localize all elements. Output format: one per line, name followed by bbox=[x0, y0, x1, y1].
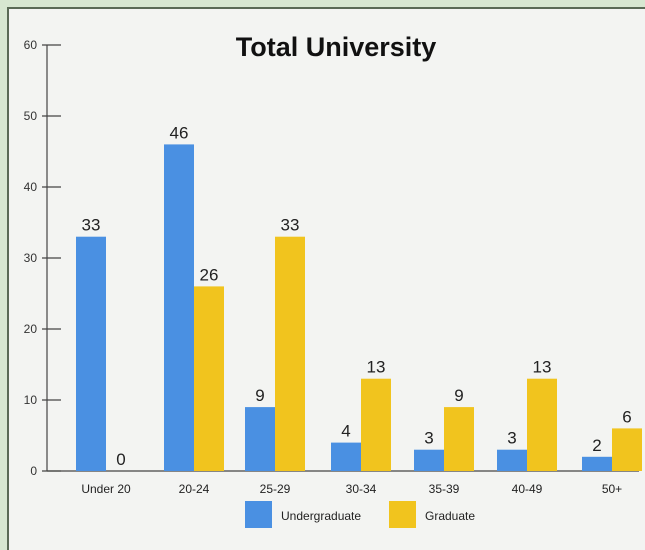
legend-label: Undergraduate bbox=[281, 509, 361, 523]
x-tick-label: Under 20 bbox=[81, 482, 131, 496]
x-tick-label: 50+ bbox=[602, 482, 622, 496]
chart-title: Total University bbox=[236, 32, 437, 62]
x-tick-label: 20-24 bbox=[179, 482, 210, 496]
data-label-undergraduate: 3 bbox=[424, 429, 433, 448]
bar-undergraduate bbox=[331, 442, 361, 471]
bar-undergraduate bbox=[245, 407, 275, 471]
y-tick-label: 20 bbox=[24, 322, 38, 336]
y-tick-label: 30 bbox=[24, 251, 38, 265]
bar-undergraduate bbox=[582, 456, 612, 471]
data-label-graduate: 26 bbox=[200, 265, 219, 284]
data-label-undergraduate: 33 bbox=[82, 216, 101, 235]
data-label-undergraduate: 3 bbox=[507, 429, 516, 448]
chart-frame: Total University 0 10 20 30 40 50 60 Under 20 20… bbox=[7, 7, 645, 550]
bar-undergraduate bbox=[164, 144, 194, 471]
data-label-graduate: 6 bbox=[622, 407, 631, 426]
bar-graduate bbox=[527, 378, 557, 471]
y-tick-label: 60 bbox=[24, 38, 38, 52]
bar-graduate bbox=[612, 428, 642, 471]
data-label-undergraduate: 9 bbox=[255, 386, 264, 405]
x-tick-label: 30-34 bbox=[346, 482, 377, 496]
x-tick-label: 25-29 bbox=[260, 482, 291, 496]
bar-graduate bbox=[361, 378, 391, 471]
y-tick-label: 50 bbox=[24, 109, 38, 123]
data-label-graduate: 33 bbox=[281, 216, 300, 235]
bar-graduate bbox=[444, 407, 474, 471]
data-label-undergraduate: 4 bbox=[341, 422, 350, 441]
data-label-graduate: 9 bbox=[454, 386, 463, 405]
x-tick-label: 40-49 bbox=[512, 482, 543, 496]
legend-swatch bbox=[389, 501, 416, 528]
data-label-graduate: 13 bbox=[367, 358, 386, 377]
data-label-undergraduate: 2 bbox=[592, 436, 601, 455]
bar-undergraduate bbox=[76, 236, 106, 471]
data-label-graduate: 13 bbox=[533, 358, 552, 377]
bar-graduate bbox=[275, 236, 305, 471]
y-tick-label: 40 bbox=[24, 180, 38, 194]
y-tick-label: 0 bbox=[30, 464, 37, 478]
legend: Undergraduate Graduate bbox=[245, 501, 475, 528]
y-tick-label: 10 bbox=[24, 393, 38, 407]
legend-swatch bbox=[245, 501, 272, 528]
x-tick-label: 35-39 bbox=[429, 482, 460, 496]
bar-undergraduate bbox=[497, 449, 527, 471]
bar-graduate bbox=[194, 286, 224, 471]
data-label-undergraduate: 46 bbox=[170, 123, 189, 142]
legend-label: Graduate bbox=[425, 509, 475, 523]
bars bbox=[76, 144, 642, 471]
bar-undergraduate bbox=[414, 449, 444, 471]
data-label-graduate: 0 bbox=[116, 450, 125, 469]
